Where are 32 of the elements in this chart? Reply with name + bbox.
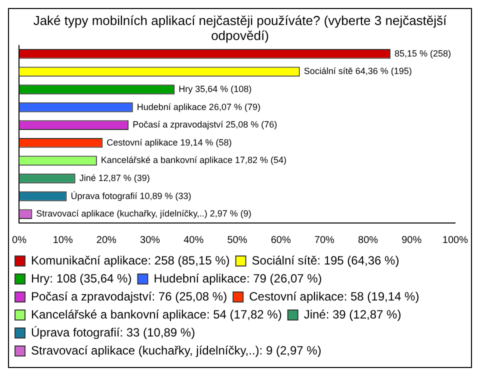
x-tick-label: 10% — [52, 234, 73, 246]
chart-title: Jaké typy mobilních aplikací nejčastěji používáte? (vyberte 3 nejčastější odpovědí) — [32, 12, 448, 45]
x-tick-label: 100% — [442, 234, 468, 246]
legend-label: Sociální sítě: 195 (64,36 %) — [252, 253, 400, 268]
data-label: Cestovní aplikace 19,14 % (58) — [106, 137, 232, 148]
data-label: Hry 35,64 % (108) — [178, 84, 252, 94]
legend-label: Hry: 108 (35,64 %) — [31, 271, 132, 286]
legend-label: Úprava fotografií: 33 (10,89 %) — [31, 325, 196, 340]
x-tick-label: 30% — [140, 234, 160, 246]
data-label: Hudební aplikace 26,07 % (79) — [136, 102, 260, 112]
x-tick-label: 90% — [402, 234, 422, 246]
x-tick-label: 80% — [358, 234, 378, 246]
data-label: Sociální sítě 64,36 % (195) — [304, 66, 412, 76]
x-tick-label: 0% — [12, 234, 27, 246]
data-label: Úprava fotografií 10,89 % (33) — [70, 190, 192, 201]
legend-label: Cestovní aplikace: 58 (19,14 %) — [249, 289, 420, 304]
x-tick-label: 70% — [314, 234, 335, 246]
data-label: 85,15 % (258) — [394, 48, 452, 58]
legend-label: Komunikační aplikace: 258 (85,15 %) — [31, 253, 230, 268]
legend-label: Jiné: 39 (12,87 %) — [304, 307, 402, 322]
x-tick-label: 50% — [227, 234, 248, 246]
x-tick-label: 60% — [270, 234, 291, 246]
data-label: Stravovací aplikace (kuchařky, jídelníčky,..) 2,97 % (9) — [36, 208, 252, 219]
data-label: Počasí a zpravodajství 25,08 % (76) — [132, 120, 278, 130]
legend-label: Stravovací aplikace (kuchařky, jídelníčky,..): 9 (2,97 %) — [31, 343, 322, 358]
data-label: Jiné 12,87 % (39) — [79, 172, 150, 183]
x-tick-label: 40% — [184, 234, 204, 246]
legend-label: Počasí a zpravodajství: 76 (25,08 %) — [31, 289, 228, 304]
legend-label: Hudební aplikace: 79 (26,07 %) — [154, 271, 322, 286]
x-tick-label: 20% — [96, 234, 117, 246]
legend-label: Kancelářské a bankovní aplikace: 54 (17,82 %) — [31, 307, 282, 322]
data-label: Kancelářské a bankovní aplikace 17,82 % (54) — [100, 155, 287, 166]
